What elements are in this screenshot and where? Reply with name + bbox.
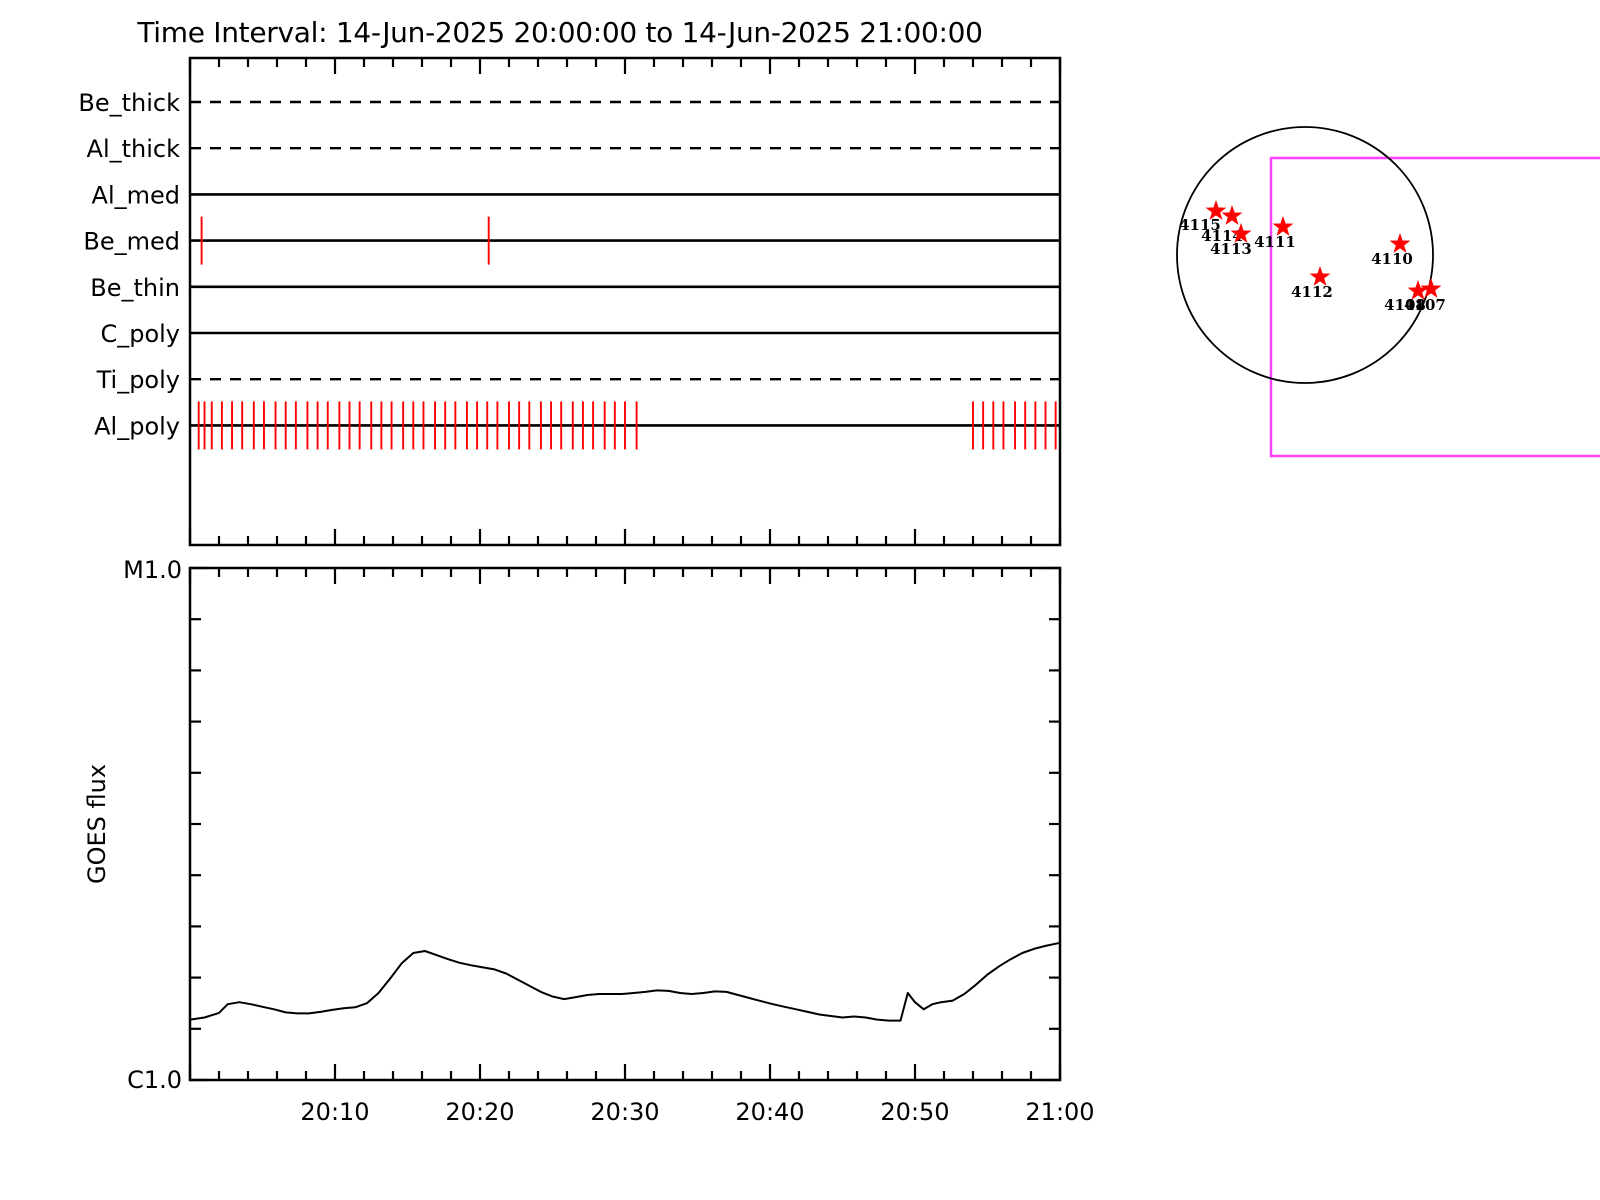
active-region-4112[interactable]: 4112 [1291,266,1333,301]
flux-y-tick-bottom: C1.0 [127,1066,182,1094]
filter-label-ti_poly: Ti_poly [96,366,180,394]
active-region-label: 4108 [1384,296,1426,314]
flux-x-ticks [188,568,1062,1080]
flux-x-tick-labels: 20:10 20:20 20:30 20:40 20:50 21:00 [300,1098,1094,1126]
flux-xtick-label: 21:00 [1025,1098,1094,1126]
active-region-label: 4107 [1404,296,1446,314]
flux-panel: GOES flux M1.0 C1.0 20:10 20:20 20:30 20:40… [83,556,1095,1126]
star-icon [1420,278,1442,298]
filter-label-be_med: Be_med [83,228,180,256]
star-icon [1407,280,1429,300]
flux-xtick-label: 20:50 [880,1098,949,1126]
filter-label-be_thick: Be_thick [78,89,180,117]
solar-limb-circle [1176,126,1434,384]
active-region-label: 4115 [1179,216,1221,234]
active-region-label: 4113 [1210,240,1252,258]
star-icon [1272,216,1294,236]
page-title: Time Interval: 14-Jun-2025 20:00:00 to 1… [137,16,983,49]
star-icon [1230,223,1252,243]
filter-label-al_thick: Al_thick [87,135,181,163]
star-icon [1205,200,1227,220]
active-region-4113[interactable]: 4113 [1210,223,1252,258]
filter-label-al_poly: Al_poly [94,412,180,440]
active-region-4108[interactable]: 4108 [1384,280,1429,314]
flux-y-ticks [190,566,1060,1082]
star-icon [1389,233,1411,253]
filter-panel-frame [188,56,1062,547]
active-region-4115[interactable]: 4115 [1179,200,1227,234]
flux-xtick-label: 20:20 [445,1098,514,1126]
filter-timeline-panel: Be_thick Al_thick Al_med Be_med Be_thin C_pol… [78,56,1062,547]
active-region-label: 4112 [1291,283,1333,301]
flux-panel-frame [188,566,1062,1082]
active-region-4110[interactable]: 4110 [1371,233,1413,268]
filter-label-be_thin: Be_thin [90,274,180,302]
star-icon [1309,266,1331,286]
active-region-label: 4110 [1371,250,1413,268]
filter-axis-labels: Be_thick Al_thick Al_med Be_med Be_thin C_pol… [78,89,180,440]
filter-panel-xticks [188,58,1062,545]
active-region-4107[interactable]: 4107 [1404,278,1446,314]
star-icon [1221,205,1243,225]
flux-xtick-label: 20:40 [735,1098,804,1126]
active-region-4111[interactable]: 4111 [1254,216,1296,251]
filter-label-c_poly: C_poly [100,320,180,348]
filter-rows [190,100,1060,450]
flux-xtick-label: 20:10 [300,1098,369,1126]
active-region-label: 4111 [1254,233,1296,251]
field-of-view-box [1269,156,1600,458]
flux-xtick-label: 20:30 [590,1098,659,1126]
goes-flux-curve [189,941,1061,1022]
flux-y-axis-label: GOES flux [83,764,111,884]
filter-label-al_med: Al_med [92,181,180,209]
flux-y-tick-top: M1.0 [123,556,182,584]
